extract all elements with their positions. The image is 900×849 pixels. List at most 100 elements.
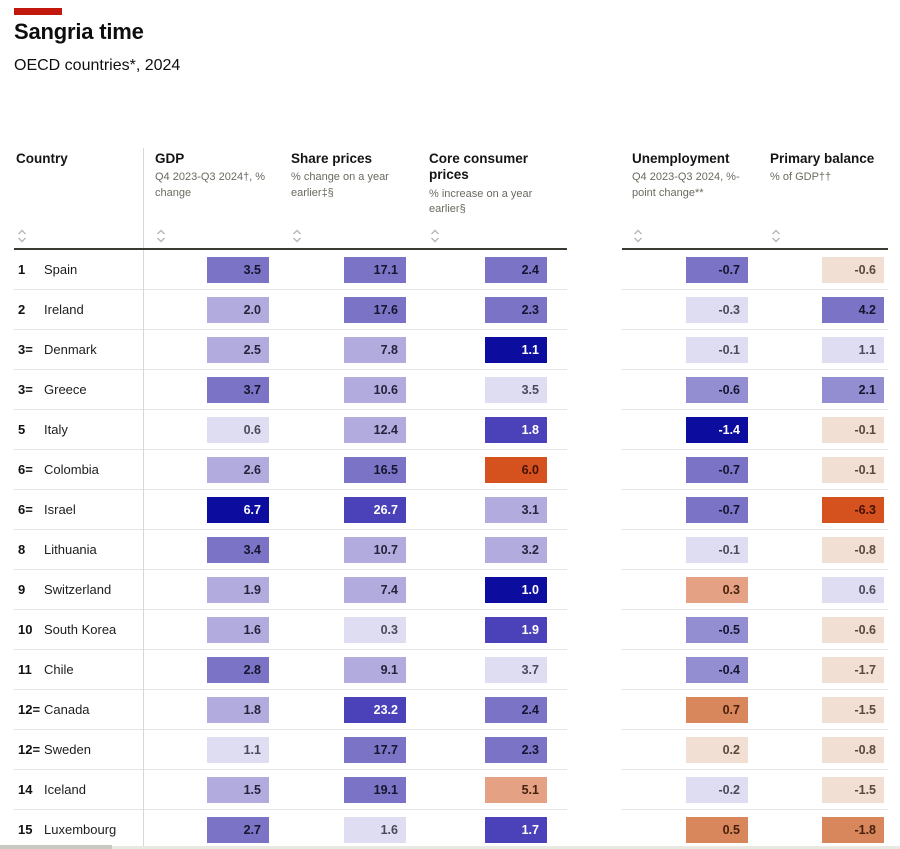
gdp-value: 2.5 — [207, 336, 269, 363]
primary-balance-cell: -0.6 — [755, 250, 888, 289]
core-consumer-prices-cell: 1.1 — [420, 330, 567, 369]
gdp-cell: 3.5 — [143, 250, 285, 289]
sort-button-core-consumer-prices[interactable] — [429, 229, 441, 243]
country-name: Iceland — [44, 782, 86, 797]
country-name: Israel — [44, 502, 76, 517]
sort-button-unemployment[interactable] — [632, 229, 644, 243]
share-prices-cell: 10.7 — [285, 530, 420, 569]
row-group-gap — [567, 650, 622, 690]
country-name: Sweden — [44, 742, 91, 757]
unemployment-value: -0.7 — [686, 456, 748, 483]
accent-bar — [14, 8, 62, 15]
column-header-unemployment: Unemployment Q4 2023-Q3 2024, %-point ch… — [622, 148, 755, 250]
sort-button-gdp[interactable] — [155, 229, 167, 243]
sort-button-country[interactable] — [16, 229, 28, 243]
unemployment-value: -0.2 — [686, 776, 748, 803]
gdp-cell: 2.6 — [143, 450, 285, 489]
core-consumer-prices-cell: 5.1 — [420, 770, 567, 809]
row-right-group: -0.7 -0.6 — [622, 250, 888, 290]
unemployment-cell: 0.5 — [622, 810, 755, 849]
share-prices-cell: 12.4 — [285, 410, 420, 449]
core-consumer-prices-value: 6.0 — [485, 456, 547, 483]
gdp-value: 1.8 — [207, 696, 269, 723]
unemployment-value: -0.5 — [686, 616, 748, 643]
share-prices-cell: 19.1 — [285, 770, 420, 809]
core-consumer-prices-cell: 1.7 — [420, 810, 567, 849]
row-left-group: 15 Luxembourg 2.7 1.6 1.7 — [14, 810, 567, 849]
row-left-group: 1 Spain 3.5 17.1 2.4 — [14, 250, 567, 290]
gdp-value: 2.6 — [207, 456, 269, 483]
unemployment-cell: -0.6 — [622, 370, 755, 409]
country-name: Canada — [44, 702, 90, 717]
unemployment-cell: -0.4 — [622, 650, 755, 689]
row-group-gap — [567, 450, 622, 490]
country-name: Chile — [44, 662, 74, 677]
country-name: Greece — [44, 382, 87, 397]
column-sublabel: Q4 2023-Q3 2024†, % change — [155, 171, 266, 199]
primary-balance-value: 0.6 — [822, 576, 884, 603]
sort-button-primary-balance[interactable] — [770, 229, 782, 243]
row-right-group: 0.2 -0.8 — [622, 730, 888, 770]
unemployment-value: -0.6 — [686, 376, 748, 403]
rank: 6= — [18, 462, 33, 477]
row-right-group: -0.6 2.1 — [622, 370, 888, 410]
share-prices-value: 17.7 — [344, 736, 406, 763]
share-prices-value: 10.7 — [344, 536, 406, 563]
country-name: Luxembourg — [44, 822, 117, 837]
row-group-gap — [567, 490, 622, 530]
core-consumer-prices-value: 3.5 — [485, 376, 547, 403]
unemployment-cell: 0.2 — [622, 730, 755, 769]
core-consumer-prices-cell: 2.3 — [420, 290, 567, 329]
table-row: 11 Chile 2.8 9.1 3.7 -0.4 -1.7 — [14, 650, 888, 690]
unemployment-value: 0.2 — [686, 736, 748, 763]
share-prices-cell: 17.1 — [285, 250, 420, 289]
share-prices-value: 7.8 — [344, 336, 406, 363]
table-row: 12= Canada 1.8 23.2 2.4 0.7 -1.5 — [14, 690, 888, 730]
column-label: Primary balance — [770, 151, 875, 166]
gdp-value: 1.9 — [207, 576, 269, 603]
clipped-footer-fragment — [0, 845, 112, 849]
share-prices-cell: 26.7 — [285, 490, 420, 529]
column-sublabel: % increase on a year earlier§ — [429, 187, 533, 216]
core-consumer-prices-value: 2.4 — [485, 696, 547, 723]
core-consumer-prices-cell: 1.9 — [420, 610, 567, 649]
gdp-cell: 1.5 — [143, 770, 285, 809]
unemployment-value: -0.7 — [686, 256, 748, 283]
unemployment-cell: -0.7 — [622, 450, 755, 489]
primary-balance-cell: 0.6 — [755, 570, 888, 609]
row-group-gap — [567, 810, 622, 849]
gdp-cell: 2.7 — [143, 810, 285, 849]
row-right-group: 0.5 -1.8 — [622, 810, 888, 849]
row-group-gap — [567, 610, 622, 650]
share-prices-value: 1.6 — [344, 816, 406, 843]
primary-balance-cell: 2.1 — [755, 370, 888, 409]
share-prices-cell: 7.4 — [285, 570, 420, 609]
primary-balance-value: -0.6 — [822, 256, 884, 283]
unemployment-value: -0.3 — [686, 296, 748, 323]
table-row: 8 Lithuania 3.4 10.7 3.2 -0.1 -0.8 — [14, 530, 888, 570]
share-prices-cell: 17.6 — [285, 290, 420, 329]
country-name: Italy — [44, 422, 68, 437]
primary-balance-value: -0.6 — [822, 616, 884, 643]
chart-subtitle: OECD countries*, 2024 — [14, 57, 181, 74]
row-right-group: 0.3 0.6 — [622, 570, 888, 610]
unemployment-cell: -0.5 — [622, 610, 755, 649]
rank: 3= — [18, 382, 33, 397]
share-prices-value: 9.1 — [344, 656, 406, 683]
unemployment-cell: 0.7 — [622, 690, 755, 729]
primary-balance-cell: 1.1 — [755, 330, 888, 369]
unemployment-cell: 0.3 — [622, 570, 755, 609]
row-left-group: 8 Lithuania 3.4 10.7 3.2 — [14, 530, 567, 570]
row-left-group: 10 South Korea 1.6 0.3 1.9 — [14, 610, 567, 650]
row-group-gap — [567, 250, 622, 290]
primary-balance-value: -0.1 — [822, 416, 884, 443]
share-prices-value: 17.1 — [344, 256, 406, 283]
unemployment-value: -1.4 — [686, 416, 748, 443]
primary-balance-value: -0.1 — [822, 456, 884, 483]
table-row: 9 Switzerland 1.9 7.4 1.0 0.3 0.6 — [14, 570, 888, 610]
gdp-cell: 0.6 — [143, 410, 285, 449]
sort-button-share-prices[interactable] — [291, 229, 303, 243]
primary-balance-value: -0.8 — [822, 536, 884, 563]
row-right-group: -0.1 1.1 — [622, 330, 888, 370]
gdp-value: 1.6 — [207, 616, 269, 643]
